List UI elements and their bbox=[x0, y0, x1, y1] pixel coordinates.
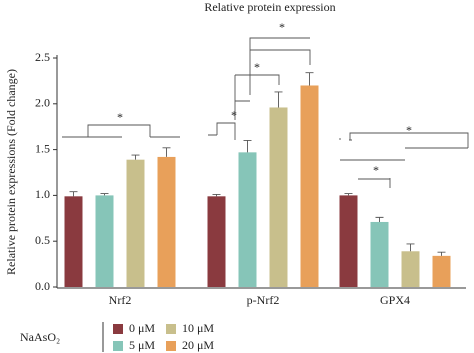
y-tick-label: 0.0 bbox=[35, 279, 50, 293]
y-tick-label: 2.0 bbox=[35, 96, 50, 110]
legend-title: NaAsO₂ bbox=[20, 330, 60, 344]
error-bar bbox=[131, 154, 140, 160]
legend-label: 10 μM bbox=[182, 321, 214, 335]
x-tick-label: GPX4 bbox=[380, 293, 410, 307]
error-bar bbox=[305, 72, 314, 86]
bar bbox=[95, 195, 114, 287]
error-bar bbox=[375, 216, 384, 222]
x-tick-label: p-Nrf2 bbox=[247, 293, 280, 307]
x-tick-label: Nrf2 bbox=[109, 293, 132, 307]
bar bbox=[339, 195, 358, 287]
error-bar bbox=[162, 147, 171, 157]
error-bar bbox=[69, 191, 78, 197]
y-tick-label: 1.5 bbox=[35, 141, 50, 155]
error-bar bbox=[344, 193, 353, 196]
legend-label: 5 μM bbox=[129, 338, 155, 352]
legend-swatch bbox=[166, 324, 176, 334]
bar bbox=[64, 196, 83, 287]
y-tick-label: 1.0 bbox=[35, 187, 50, 201]
y-tick-label: 2.5 bbox=[35, 50, 50, 64]
error-bar bbox=[243, 139, 252, 153]
y-axis-label: Relative protein expressions (Fold chang… bbox=[4, 69, 18, 275]
significance-label: * bbox=[231, 108, 237, 122]
legend-label: 20 μM bbox=[182, 338, 214, 352]
bar bbox=[126, 159, 145, 287]
legend-swatch bbox=[113, 341, 123, 351]
error-bar bbox=[406, 243, 415, 252]
legend-swatch bbox=[113, 324, 123, 334]
significance-label: * bbox=[117, 110, 123, 124]
bar bbox=[370, 221, 389, 287]
error-bar bbox=[100, 193, 109, 196]
bar bbox=[300, 85, 319, 287]
bar bbox=[432, 255, 451, 287]
legend-label: 0 μM bbox=[129, 321, 155, 335]
significance-bracket bbox=[339, 132, 469, 149]
significance-label: * bbox=[254, 60, 260, 74]
legend-swatch bbox=[166, 341, 176, 351]
y-tick-label: 0.5 bbox=[35, 233, 50, 247]
bar bbox=[207, 196, 226, 287]
bar bbox=[401, 251, 420, 287]
error-bar bbox=[437, 251, 446, 256]
bar bbox=[238, 152, 257, 287]
significance-bracket bbox=[340, 159, 405, 188]
significance-label: * bbox=[279, 20, 285, 34]
significance-label: * bbox=[373, 163, 379, 177]
chart-title: Relative protein expression bbox=[204, 0, 335, 14]
error-bar bbox=[274, 91, 283, 108]
significance-bracket bbox=[62, 124, 180, 138]
error-bar bbox=[212, 194, 221, 197]
significance-bracket bbox=[249, 37, 311, 95]
bar bbox=[157, 156, 176, 287]
significance-bracket bbox=[208, 122, 236, 140]
significance-label: * bbox=[406, 123, 412, 137]
bar bbox=[269, 107, 288, 288]
